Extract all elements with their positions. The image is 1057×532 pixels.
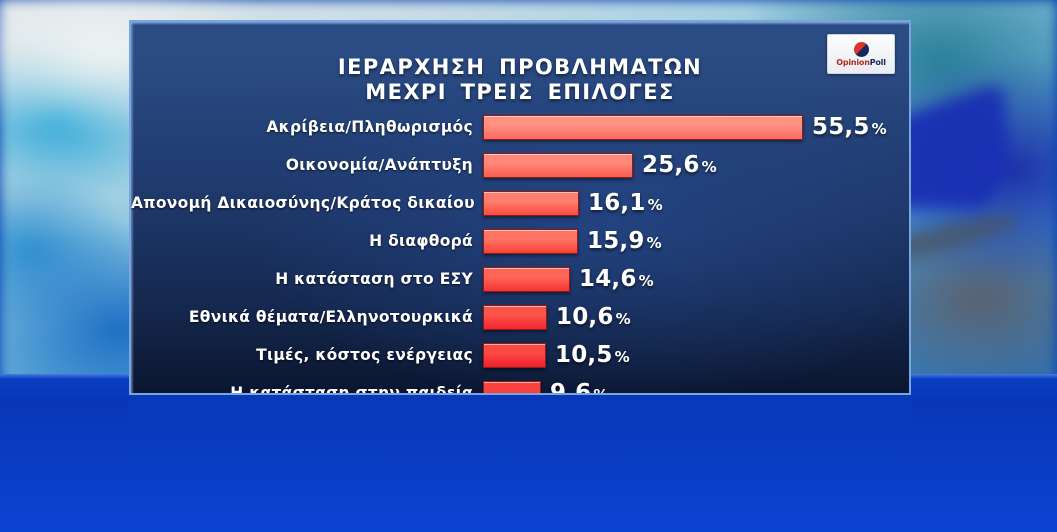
bar-chart-rows: Ακρίβεια/Πληθωρισμός 55,5% Οικονομία/Ανάπτ…	[131, 108, 909, 395]
table-row: Τιμές, κόστος ενέργειας 10,5%	[131, 336, 909, 374]
bar-label: Απονομή Δικαιοσύνης/Κράτος δικαίου	[131, 194, 475, 212]
bar-label: Ακρίβεια/Πληθωρισμός	[266, 118, 473, 136]
percent-sign: %	[701, 158, 717, 176]
bar-value: 9,6%	[550, 380, 609, 395]
table-row: Οικονομία/Ανάπτυξη 25,6%	[131, 146, 909, 184]
logo-text-poll: Poll	[869, 57, 886, 67]
bar-label: Η διαφθορά	[369, 232, 473, 250]
bar	[483, 114, 803, 140]
bar-value: 55,5%	[812, 114, 887, 140]
table-row: Απονομή Δικαιοσύνης/Κράτος δικαίου 16,1%	[131, 184, 909, 222]
panel-left-edge-glow	[131, 22, 134, 393]
bar-label: Η κατάσταση στην παιδεία	[230, 384, 473, 395]
bar-value: 14,6%	[579, 266, 654, 292]
bar	[483, 380, 541, 393]
reflection-fade-overlay	[129, 400, 911, 532]
opinionpoll-logo-text: OpinionPoll	[836, 58, 886, 67]
bar	[483, 228, 578, 254]
bar-label: Οικονομία/Ανάπτυξη	[285, 156, 473, 174]
percent-sign: %	[646, 234, 662, 252]
percent-sign: %	[638, 272, 654, 290]
bar	[483, 342, 546, 368]
title-line-2: ΜΕΧΡΙ ΤΡΕΙΣ ΕΠΙΛΟΓΕΣ	[365, 80, 675, 104]
title-line-1: ΙΕΡΑΡΧΗΣΗ ΠΡΟΒΛΗΜΑΤΩΝ	[337, 55, 703, 79]
table-row: Ακρίβεια/Πληθωρισμός 55,5%	[131, 108, 909, 146]
bar-value-number: 55,5	[812, 114, 870, 140]
bar	[483, 190, 579, 216]
bar	[483, 266, 570, 292]
bar-value-number: 25,6	[642, 152, 700, 178]
percent-sign: %	[871, 120, 887, 138]
percent-sign: %	[615, 310, 631, 328]
bar-value-number: 16,1	[588, 190, 646, 216]
bar-value: 10,5%	[555, 342, 630, 368]
bar-value-number: 14,6	[579, 266, 637, 292]
bar-value: 10,6%	[556, 304, 631, 330]
table-row: Εθνικά θέματα/Ελληνοτουρκικά 10,6%	[131, 298, 909, 336]
bar	[483, 152, 633, 178]
reflective-blue-stage	[0, 374, 1057, 532]
percent-sign: %	[593, 386, 609, 395]
percent-sign: %	[647, 196, 663, 214]
bar	[483, 304, 547, 330]
poll-results-panel: ΙΕΡΑΡΧΗΣΗ ΠΡΟΒΛΗΜΑΤΩΝ ΜΕΧΡΙ ΤΡΕΙΣ ΕΠΙΛΟΓ…	[129, 20, 911, 395]
bar-value-number: 10,5	[555, 342, 613, 368]
bar-value: 16,1%	[588, 190, 663, 216]
bar-label: Τιμές, κόστος ενέργειας	[256, 346, 473, 364]
page-title: ΙΕΡΑΡΧΗΣΗ ΠΡΟΒΛΗΜΑΤΩΝ ΜΕΧΡΙ ΤΡΕΙΣ ΕΠΙΛΟΓ…	[131, 55, 909, 105]
panel-reflection: Εθνικά θέματα/Ελληνοτουρκικά10,6%Τιμές, …	[129, 400, 911, 532]
bar-label: Η κατάσταση στο ΕΣΥ	[275, 270, 473, 288]
bar-label: Εθνικά θέματα/Ελληνοτουρκικά	[188, 308, 473, 326]
table-row: Η κατάσταση στο ΕΣΥ 14,6%	[131, 260, 909, 298]
bar-value: 25,6%	[642, 152, 717, 178]
bar-value-number: 15,9	[587, 228, 645, 254]
opinionpoll-circle-icon	[853, 41, 869, 57]
percent-sign: %	[614, 348, 630, 366]
bar-value: 15,9%	[587, 228, 662, 254]
table-row: Η κατάσταση στην παιδεία 9,6%	[131, 374, 909, 395]
logo-text-opinion: Opinion	[836, 57, 870, 67]
panel-top-edge-glow	[131, 22, 909, 25]
bar-value-number: 10,6	[556, 304, 614, 330]
bar-value-number: 9,6	[550, 380, 592, 395]
table-row: Η διαφθορά 15,9%	[131, 222, 909, 260]
opinionpoll-logo: OpinionPoll	[827, 34, 895, 74]
